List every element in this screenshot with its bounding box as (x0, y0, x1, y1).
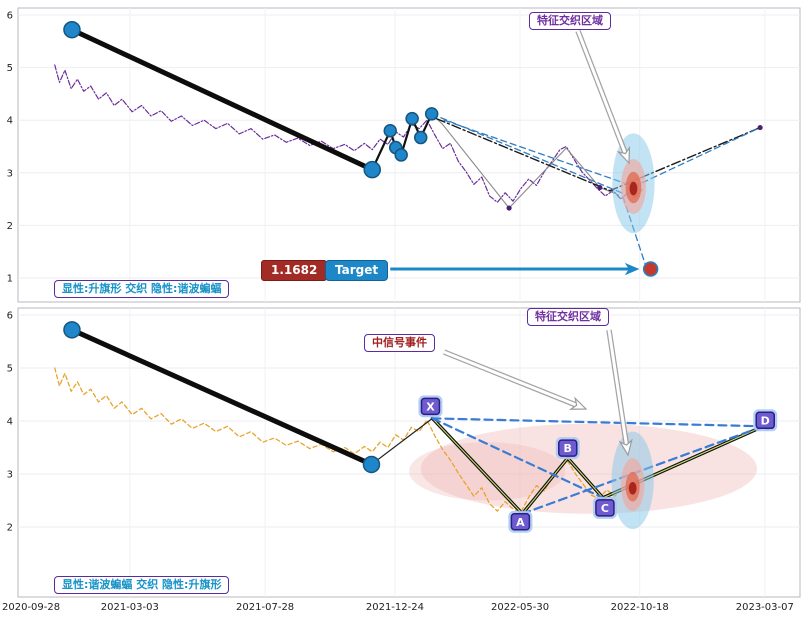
svg-text:6: 6 (7, 11, 13, 22)
svg-text:2023-03-07: 2023-03-07 (736, 602, 794, 613)
svg-text:2022-05-30: 2022-05-30 (491, 602, 549, 613)
annotation-signal-event: 中信号事件 (364, 334, 435, 352)
target-button[interactable]: Target (325, 260, 389, 281)
svg-text:2022-10-18: 2022-10-18 (611, 602, 669, 613)
svg-text:3: 3 (7, 470, 13, 481)
svg-text:X: X (426, 400, 435, 413)
target-value-badge: 1.1682 (261, 260, 328, 281)
pattern-label-bottom: 显性:谐波蝙蝠 交织 隐性:升旗形 (54, 576, 230, 594)
svg-text:5: 5 (7, 63, 13, 74)
svg-text:D: D (761, 414, 770, 427)
pattern-label-top: 显性:升旗形 交织 隐性:谐波蝙蝠 (54, 280, 230, 298)
svg-text:5: 5 (7, 364, 13, 375)
svg-text:6: 6 (7, 311, 13, 322)
svg-text:2: 2 (7, 523, 13, 534)
svg-text:B: B (564, 442, 572, 455)
svg-text:A: A (516, 516, 525, 529)
annotation-bottom-feature-zone: 特征交织区域 (527, 308, 609, 326)
svg-text:2021-03-03: 2021-03-03 (101, 602, 159, 613)
svg-text:4: 4 (7, 417, 13, 428)
annotation-top-feature-zone: 特征交织区域 (529, 12, 611, 30)
svg-text:C: C (601, 502, 609, 515)
svg-text:4: 4 (7, 116, 13, 127)
svg-text:2021-07-28: 2021-07-28 (236, 602, 294, 613)
svg-text:1: 1 (7, 274, 13, 285)
svg-text:2: 2 (7, 221, 13, 232)
svg-text:2020-09-28: 2020-09-28 (2, 602, 60, 613)
svg-text:2021-12-24: 2021-12-24 (366, 602, 424, 613)
svg-text:3: 3 (7, 168, 13, 179)
